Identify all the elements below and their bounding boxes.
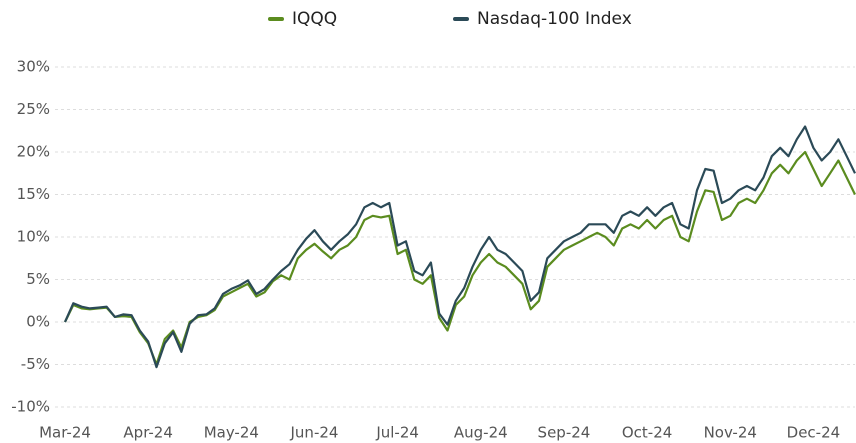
- line: [64, 150, 856, 366]
- x-tick-label: Sep-24: [538, 424, 591, 442]
- x-tick-label: Aug-24: [454, 424, 508, 442]
- legend-label: IQQQ: [292, 9, 337, 29]
- y-tick-label: -10%: [11, 398, 50, 416]
- y-tick-label: 30%: [17, 58, 50, 76]
- y-tick-label: 5%: [26, 270, 50, 288]
- y-tick-label: 25%: [17, 100, 50, 118]
- x-tick-label: Jun-24: [290, 424, 339, 442]
- x-tick-label: Nov-24: [704, 424, 757, 442]
- x-tick-label: Mar-24: [39, 424, 91, 442]
- line: [63, 125, 856, 369]
- y-tick-label: -5%: [21, 355, 50, 373]
- y-tick-label: 0%: [26, 313, 50, 331]
- x-tick-label: Apr-24: [123, 424, 173, 442]
- y-tick-label: 20%: [17, 143, 50, 161]
- y-tick-label: 10%: [17, 228, 50, 246]
- x-tick-label: Dec-24: [787, 424, 841, 442]
- x-tick-label: May-24: [204, 424, 259, 442]
- legend: IQQQ Nasdaq-100 Index: [268, 9, 632, 29]
- x-tick-label: Oct-24: [622, 424, 672, 442]
- x-tick-label: Jul-24: [375, 424, 419, 442]
- y-tick-label: 15%: [17, 185, 50, 203]
- legend-label: Nasdaq-100 Index: [477, 9, 632, 29]
